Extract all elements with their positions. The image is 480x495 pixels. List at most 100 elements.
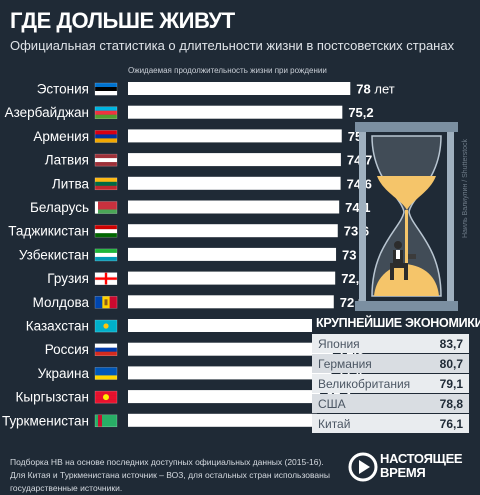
flag-estonia-icon xyxy=(94,82,118,96)
flag-armenia-icon xyxy=(94,130,118,143)
bar xyxy=(128,224,338,238)
category-label: Азербайджан xyxy=(5,105,89,120)
bar xyxy=(128,271,336,285)
bar-row: Туркменистан66,3 xyxy=(2,413,348,428)
flag-turkmenistan-icon xyxy=(94,414,118,428)
brand-logo[interactable]: НАСТОЯЩЕЕ ВРЕМЯ xyxy=(348,452,470,484)
flag-ukraine-icon xyxy=(94,367,118,380)
hourglass-sand-stream xyxy=(405,210,408,270)
category-label: Россия xyxy=(45,342,89,357)
hourglass-post-left xyxy=(359,132,366,301)
bar-row: Таджикистан 73,6 xyxy=(8,224,369,239)
bar-row: Узбекистан 73 xyxy=(19,247,357,262)
bar-row: Казахстан72 xyxy=(26,319,354,334)
value-label: 75 xyxy=(348,129,362,144)
flag-moldova-icon xyxy=(94,296,118,309)
flag-lithuania-icon xyxy=(94,177,118,191)
category-label: Латвия xyxy=(45,153,89,168)
flag-uzbekistan-icon xyxy=(94,248,118,262)
category-label: Украина xyxy=(38,366,90,381)
economies-header: КРУПНЕЙШИЕ ЭКОНОМИКИ xyxy=(312,314,480,334)
economy-value: 80,7 xyxy=(439,357,463,371)
logo-line-2: ВРЕМЯ xyxy=(380,465,426,480)
flag-tajikistan-icon xyxy=(94,224,118,238)
category-label: Узбекистан xyxy=(19,247,89,262)
bar-row: Эстония 78 лет xyxy=(37,82,395,97)
category-label: Кыргызстан xyxy=(16,390,90,405)
logo-text: НАСТОЯЩЕЕ ВРЕМЯ xyxy=(380,451,463,480)
value-label: 74,1 xyxy=(345,200,370,215)
economy-value: 79,1 xyxy=(439,377,463,391)
economy-row: Великобритания 79,1 xyxy=(312,374,469,393)
flag-latvia-icon xyxy=(94,153,118,167)
page-title: ГДЕ ДОЛЬШЕ ЖИВУТ xyxy=(10,8,235,33)
hourglass-post-right xyxy=(447,132,454,301)
bar-row: Молдова 72,2 xyxy=(33,295,365,310)
bar xyxy=(128,105,343,119)
economy-name: США xyxy=(318,397,346,411)
page-subtitle: Официальная статистика о длительности жи… xyxy=(10,38,455,53)
bar-row: Азербайджан 75,2 xyxy=(5,105,374,120)
bar xyxy=(128,413,317,427)
value-label: 78 лет xyxy=(356,82,394,97)
bars-layer: Эстония 78 лет Азербайджан 75,2 Армения 75 Лат… xyxy=(2,82,395,429)
category-label: Литва xyxy=(52,176,90,191)
flag-belarus-icon xyxy=(94,201,118,214)
bar-row: Беларусь 74,1 xyxy=(30,200,371,215)
category-label: Молдова xyxy=(33,295,90,310)
axis-note: Ожидаемая продолжительность жизни при ро… xyxy=(128,66,327,75)
economy-value: 83,7 xyxy=(439,337,463,351)
bar-row: Кыргызстан67,4 xyxy=(16,390,353,405)
bar xyxy=(128,176,341,190)
flag-azerbaijan-icon xyxy=(94,106,118,119)
value-label: 75,2 xyxy=(348,105,373,120)
economy-name: Япония xyxy=(318,337,360,351)
category-label: Эстония xyxy=(37,82,89,97)
hourglass-top-sand xyxy=(377,176,436,210)
economies-table: КРУПНЕЙШИЕ ЭКОНОМИКИ Япония 83,7 Германи… xyxy=(312,314,480,436)
hourglass-bottom-cap xyxy=(355,301,458,311)
flag-kazakhstan-icon xyxy=(94,319,118,333)
logo-line-1: НАСТОЯЩЕЕ xyxy=(380,451,463,466)
bar xyxy=(128,366,332,380)
category-label: Беларусь xyxy=(30,200,89,215)
bar xyxy=(128,295,334,309)
photo-credit: Наиль Валиулин / Shutterstock xyxy=(462,138,469,238)
economy-row: Япония 83,7 xyxy=(312,334,469,353)
bar xyxy=(128,247,337,261)
economy-value: 78,8 xyxy=(439,397,463,411)
bar xyxy=(128,319,334,332)
economy-row: США 78,8 xyxy=(312,394,469,413)
bar xyxy=(128,390,321,404)
bar xyxy=(128,129,342,143)
category-label: Таджикистан xyxy=(8,224,89,239)
economy-name: Германия xyxy=(318,357,372,371)
flag-kyrgyzstan-icon xyxy=(94,390,118,404)
hourglass-illustration xyxy=(355,122,458,311)
businessman-figure xyxy=(390,241,416,280)
economy-value: 76,1 xyxy=(439,417,463,431)
flag-russia-icon xyxy=(94,343,118,356)
economy-name: Великобритания xyxy=(318,377,411,391)
category-label: Армения xyxy=(33,129,89,144)
bar-row: Армения 75 xyxy=(33,129,362,144)
economy-name: Китай xyxy=(318,417,351,431)
economies-title: КРУПНЕЙШИЕ ЭКОНОМИКИ xyxy=(316,316,480,330)
category-label: Туркменистан xyxy=(2,413,89,428)
bar xyxy=(128,342,333,356)
economy-row: Германия 80,7 xyxy=(312,354,469,373)
bar-row: Грузия 72,7 xyxy=(47,271,366,286)
bar xyxy=(128,200,340,214)
category-label: Казахстан xyxy=(26,319,89,334)
economy-row: Китай 76,1 xyxy=(312,414,469,433)
hourglass-top-cap xyxy=(355,122,458,132)
bar-row: Латвия74,7 xyxy=(45,153,372,168)
footer-note: Подборка НВ на основе последних доступны… xyxy=(10,457,330,493)
bar xyxy=(128,153,341,167)
bar xyxy=(128,82,351,95)
flag-georgia-icon xyxy=(94,272,118,285)
value-label: 73 xyxy=(342,247,356,262)
play-icon xyxy=(348,452,378,482)
value-unit: лет xyxy=(371,82,395,97)
category-label: Грузия xyxy=(47,271,89,286)
